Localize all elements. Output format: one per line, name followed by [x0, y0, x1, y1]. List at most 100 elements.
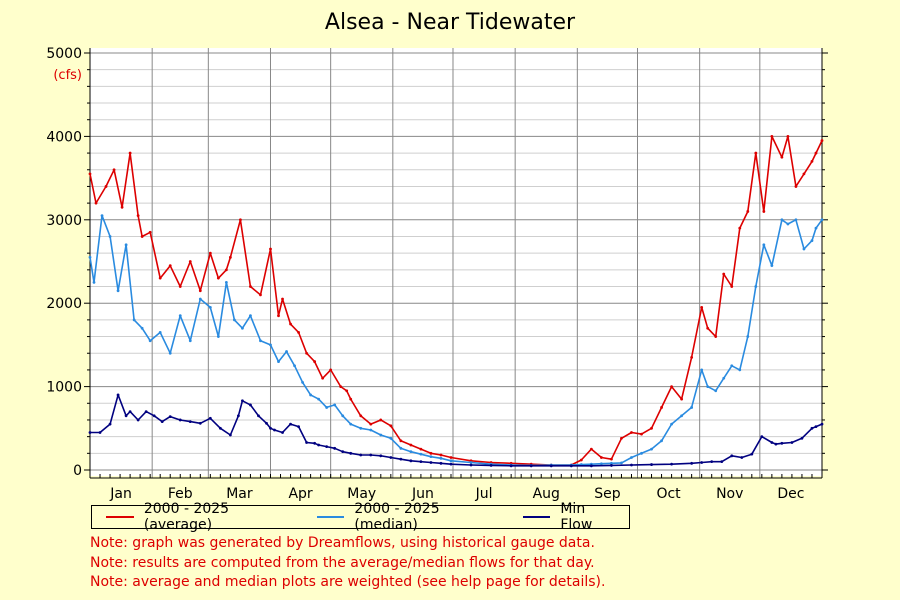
data-point — [289, 322, 292, 326]
data-point — [710, 460, 714, 464]
chart-legend: 2000 - 2025 (average) 2000 - 2025 (media… — [91, 501, 630, 533]
data-point — [152, 414, 156, 418]
data-point — [720, 460, 724, 464]
data-point — [178, 285, 182, 288]
data-point — [216, 276, 220, 280]
data-point — [259, 339, 262, 343]
data-point — [168, 264, 172, 268]
data-point — [349, 397, 353, 401]
data-point — [259, 293, 262, 297]
data-point — [124, 243, 128, 247]
data-point — [178, 314, 182, 318]
legend-item-min-flow: Min Flow — [522, 501, 617, 533]
x-tick-label: May — [347, 486, 376, 502]
legend-swatch-average — [106, 516, 134, 518]
data-point — [439, 461, 443, 465]
data-point — [88, 431, 92, 434]
data-point — [738, 226, 742, 230]
y-tick-label: 3000 — [46, 213, 82, 229]
data-point — [706, 326, 710, 330]
data-point — [88, 172, 92, 176]
data-point — [198, 289, 202, 293]
data-point — [660, 439, 663, 443]
data-point — [750, 452, 754, 456]
data-point — [730, 364, 734, 368]
data-point — [249, 314, 252, 318]
data-point — [120, 205, 124, 209]
data-point — [439, 456, 443, 460]
data-point — [301, 381, 304, 384]
data-point — [309, 393, 313, 397]
data-point — [770, 264, 774, 268]
data-point — [297, 330, 300, 334]
data-point — [104, 185, 108, 188]
data-point — [820, 422, 824, 426]
legend-label-average: 2000 - 2025 (average) — [143, 501, 230, 533]
data-point — [333, 446, 337, 450]
data-point — [429, 451, 433, 455]
data-point — [208, 305, 212, 309]
legend-item-median: 2000 - 2025 (median) — [316, 501, 497, 533]
y-tick-label: 0 — [73, 463, 82, 479]
x-tick-label: Jun — [411, 486, 434, 502]
data-point — [810, 160, 814, 163]
data-point — [469, 461, 473, 464]
data-point — [98, 431, 102, 434]
x-tick-label: Dec — [777, 486, 804, 502]
data-point — [232, 318, 236, 322]
data-point — [579, 458, 583, 462]
legend-item-average: 2000 - 2025 (average) — [106, 501, 291, 533]
data-point — [409, 450, 413, 454]
data-point — [216, 335, 220, 338]
data-point — [730, 285, 734, 288]
data-point — [770, 135, 774, 138]
data-point — [802, 172, 806, 176]
data-point — [780, 218, 784, 222]
data-point — [549, 464, 553, 468]
data-point — [277, 314, 280, 318]
data-point — [599, 462, 603, 466]
data-point — [379, 454, 383, 458]
data-point — [419, 447, 423, 451]
data-point — [746, 335, 750, 338]
data-point — [158, 276, 162, 280]
data-point — [269, 343, 272, 347]
x-tick-label: Nov — [716, 486, 743, 502]
data-point — [359, 414, 363, 418]
data-point — [160, 420, 164, 424]
data-point — [228, 433, 232, 437]
data-point — [317, 397, 321, 401]
data-point — [738, 368, 742, 372]
data-point — [700, 368, 704, 372]
data-point — [790, 441, 794, 444]
data-point — [325, 445, 329, 449]
data-point — [660, 406, 663, 409]
data-point — [178, 418, 182, 422]
data-point — [620, 461, 623, 465]
data-point — [610, 457, 613, 461]
data-point — [148, 230, 152, 234]
data-point — [289, 422, 292, 426]
data-point — [389, 424, 393, 428]
plot-background — [90, 48, 822, 476]
data-point — [449, 462, 453, 466]
data-point — [409, 443, 413, 447]
data-point — [599, 456, 603, 459]
data-point — [700, 461, 704, 464]
data-point — [305, 351, 308, 355]
data-point — [94, 201, 98, 205]
data-point — [188, 260, 192, 263]
data-point — [774, 442, 778, 446]
grid-layer — [89, 48, 823, 478]
data-point — [740, 456, 744, 459]
data-point — [218, 426, 222, 430]
data-point — [690, 406, 694, 409]
data-point — [650, 463, 653, 466]
data-point — [369, 422, 373, 426]
data-point — [780, 441, 784, 445]
data-point — [640, 451, 643, 455]
data-point — [325, 406, 329, 409]
data-point — [814, 425, 818, 429]
data-point — [92, 280, 96, 284]
legend-label-median: 2000 - 2025 (median) — [354, 501, 440, 533]
